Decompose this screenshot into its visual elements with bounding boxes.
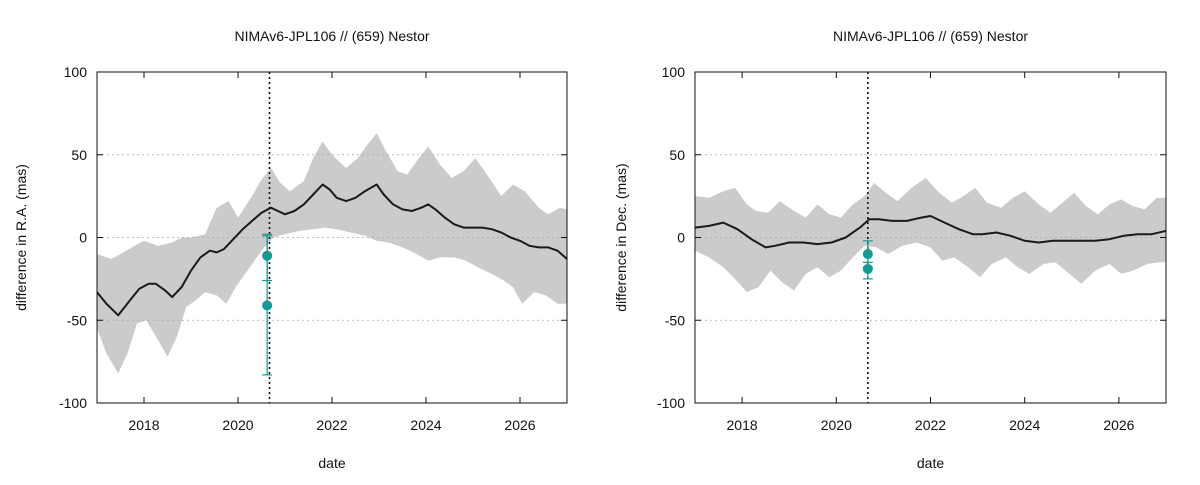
dec-chart-title: NIMAv6-JPL106 // (659) Nestor <box>833 28 1028 44</box>
dec-y-axis-label: difference in Dec. (mas) <box>613 163 629 311</box>
dec-ytick-label: -100 <box>657 395 685 411</box>
ra-xtick-label: 2018 <box>128 417 159 433</box>
dec-xtick-label: 2024 <box>1009 417 1040 433</box>
dec-xtick-label: 2018 <box>727 417 758 433</box>
ra-xtick-label: 2022 <box>316 417 347 433</box>
ra-ytick-label: 100 <box>64 64 88 80</box>
dec-difference-line <box>695 215 1166 249</box>
dec-xtick-label: 2026 <box>1103 417 1134 433</box>
ra-y-axis-label: difference in R.A. (mas) <box>13 164 29 311</box>
dec-ytick-label: -50 <box>665 312 685 328</box>
dec-x-axis-label: date <box>917 455 944 471</box>
ra-xtick-label: 2024 <box>410 417 441 433</box>
ra-xtick-label: 2020 <box>222 417 253 433</box>
ra-obs-point <box>262 300 273 311</box>
dec-obs-point <box>862 263 873 274</box>
dec-chart-panel: 100 50 0 -50 -100 2018 2020 2022 2024 2026 NIMAv6-… <box>613 28 1167 471</box>
ra-chart-title: NIMAv6-JPL106 // (659) Nestor <box>234 28 429 44</box>
dec-xtick-label: 2020 <box>821 417 852 433</box>
dec-xtick-label: 2022 <box>915 417 946 433</box>
ra-difference-line <box>97 183 567 317</box>
ra-ytick-label: -100 <box>59 395 87 411</box>
ra-ytick-label: -50 <box>67 312 87 328</box>
ra-ytick-label: 50 <box>71 147 87 163</box>
ra-ytick-label: 0 <box>79 230 87 246</box>
dec-plot-area <box>695 72 1166 403</box>
dec-ytick-label: 100 <box>662 64 686 80</box>
ra-uncertainty-band <box>97 133 567 374</box>
ra-x-axis-label: date <box>318 455 345 471</box>
ra-plot-area <box>97 72 567 403</box>
ra-xtick-label: 2026 <box>504 417 535 433</box>
dec-ytick-label: 50 <box>669 147 685 163</box>
dec-obs-point <box>862 249 873 260</box>
dec-ytick-label: 0 <box>677 230 685 246</box>
ra-chart-panel: 100 50 0 -50 -100 2018 2020 2022 2024 2026 NIMAv6-… <box>13 28 568 471</box>
dec-uncertainty-band <box>695 177 1166 293</box>
